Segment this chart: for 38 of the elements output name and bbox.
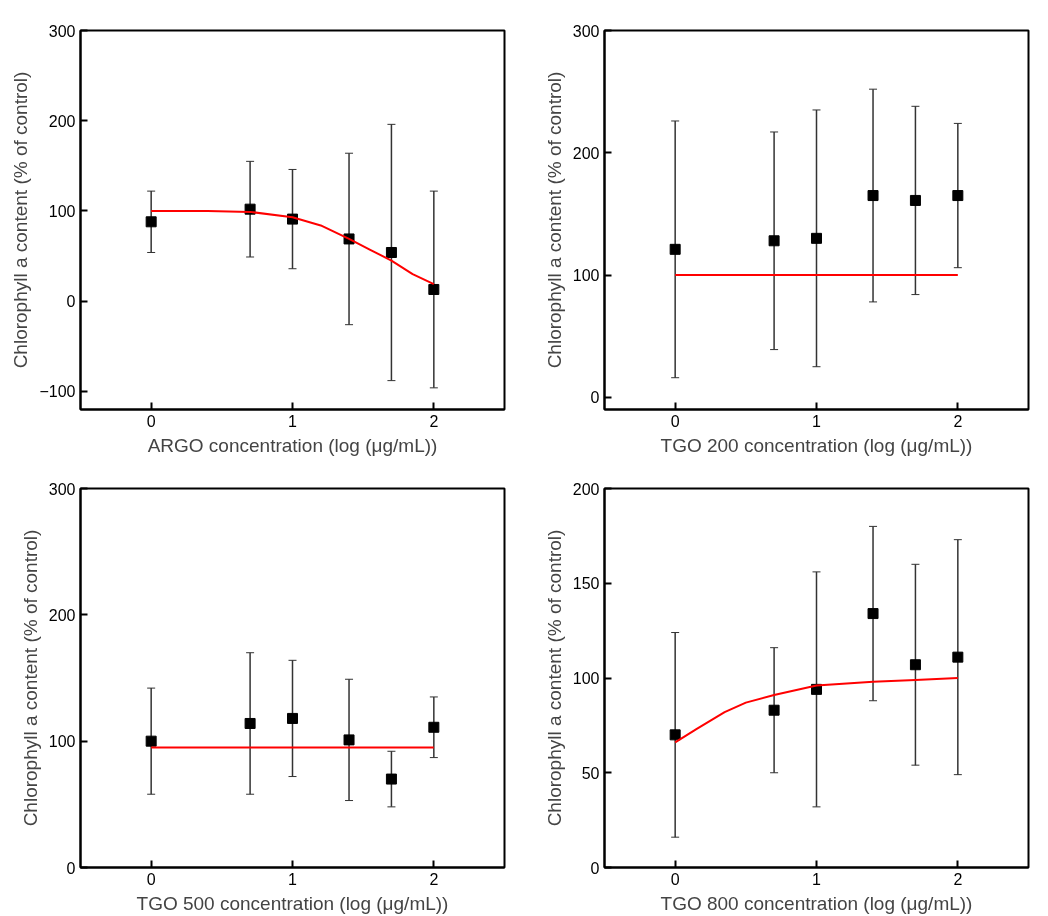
x-tick-label: 2 (429, 870, 439, 888)
x-tick-label: 2 (953, 412, 963, 430)
x-axis-title: TGO 200 concentration (log (μg/mL)) (660, 434, 973, 456)
y-axis-title: Chlorophyll a content (% of control) (19, 529, 41, 827)
x-tick-label: 0 (146, 412, 156, 430)
y-tick-label: 200 (48, 112, 76, 130)
y-tick-label: 200 (572, 480, 600, 498)
x-axis-title: ARGO concentration (log (μg/mL)) (147, 434, 438, 456)
x-tick-label: 1 (288, 412, 298, 430)
y-tick-label: 50 (581, 764, 600, 782)
x-tick-label: 2 (953, 870, 963, 888)
y-tick-label: 0 (66, 859, 76, 877)
x-tick-label: 0 (146, 870, 156, 888)
y-axis-title: Chlorophyll a content (% of control) (543, 71, 565, 369)
y-tick-label: 0 (590, 859, 600, 877)
x-axis-title: TGO 800 concentration (log (μg/mL)) (660, 892, 973, 914)
y-tick-label: 200 (48, 606, 76, 624)
y-tick-label: 300 (48, 480, 76, 498)
y-tick-label: 300 (48, 22, 76, 40)
y-tick-label: 0 (590, 389, 600, 407)
y-tick-label: 100 (48, 202, 76, 220)
y-tick-label: 100 (48, 733, 76, 751)
y-tick-label: 100 (572, 267, 600, 285)
y-tick-label: 300 (572, 22, 600, 40)
x-tick-label: 1 (812, 412, 822, 430)
x-axis-title: TGO 500 concentration (log (μg/mL)) (136, 892, 449, 914)
y-axis-title: Chlorophyll a content (% of control) (543, 529, 565, 827)
y-tick-label: 200 (572, 144, 600, 162)
x-tick-label: 1 (812, 870, 822, 888)
x-tick-label: 1 (288, 870, 298, 888)
y-tick-label: 0 (66, 293, 76, 311)
y-axis-title: Chlorophyll a content (% of control) (10, 71, 32, 369)
x-tick-label: 0 (670, 870, 680, 888)
y-tick-label: −100 (39, 383, 76, 401)
y-tick-label: 150 (572, 575, 600, 593)
x-tick-label: 0 (670, 412, 680, 430)
x-tick-label: 2 (429, 412, 439, 430)
y-tick-label: 100 (572, 670, 600, 687)
